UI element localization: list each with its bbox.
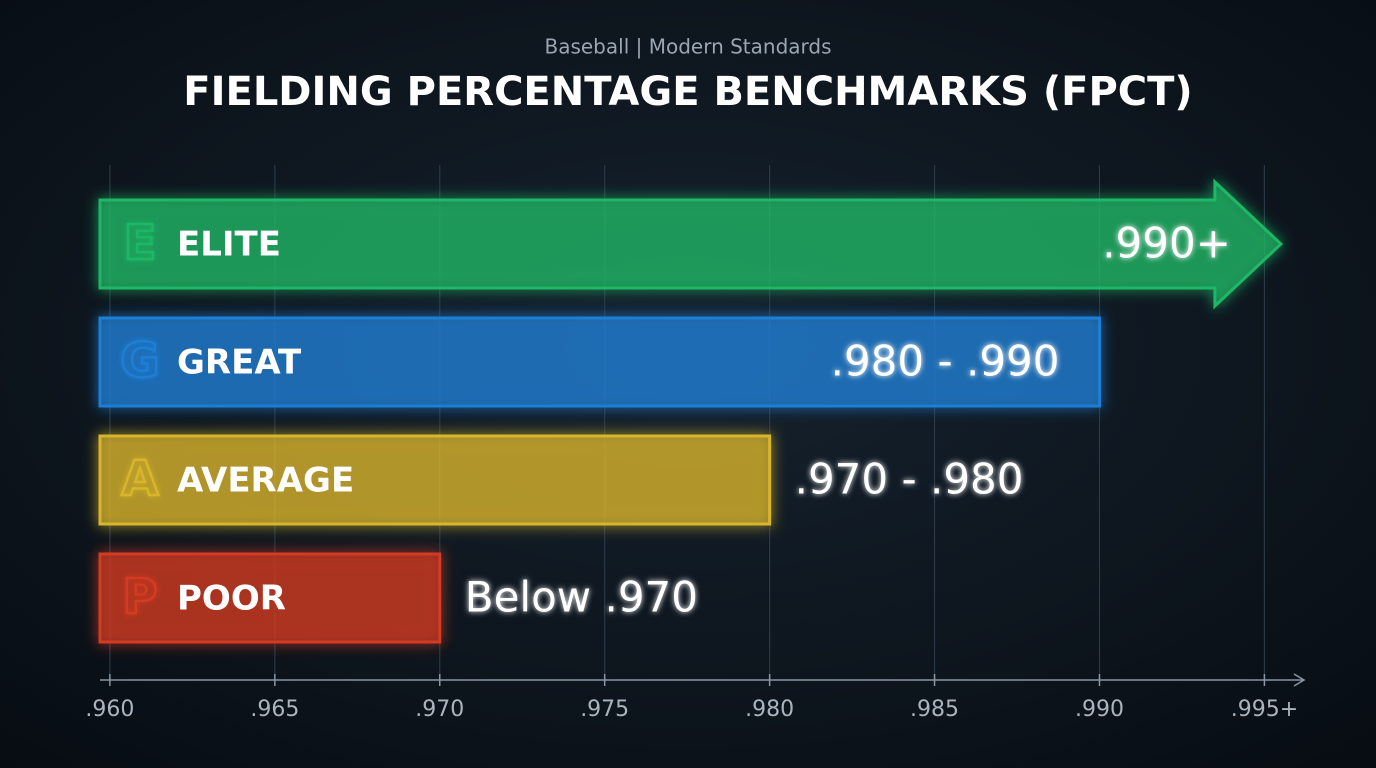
badge-letter: E: [124, 215, 157, 271]
category-label: ELITE: [177, 225, 281, 265]
bar: [98, 316, 1101, 408]
x-tick-label: .980: [745, 697, 794, 722]
x-axis-arrow: [1293, 673, 1306, 687]
category-label: POOR: [177, 579, 286, 619]
x-tick-label: .985: [910, 697, 959, 722]
badge-letter: G: [120, 333, 159, 389]
x-tick-label: .970: [415, 697, 464, 722]
category-label: AVERAGE: [177, 461, 354, 501]
bar: [98, 434, 772, 526]
x-tick-label: .960: [85, 697, 134, 722]
value-label: .990+: [1102, 219, 1231, 268]
value-label: .980 - .990: [831, 337, 1060, 386]
category-label: GREAT: [177, 343, 302, 383]
chart-title: FIELDING PERCENTAGE BENCHMARKS (FPCT): [183, 69, 1192, 115]
bar: [98, 552, 442, 644]
value-label: .970 - .980: [795, 455, 1024, 504]
x-tick-label: .975: [580, 697, 629, 722]
x-tick-label: .990: [1075, 697, 1124, 722]
badge-letter: A: [121, 451, 158, 507]
value-label: Below .970: [465, 573, 698, 622]
x-tick-label: .995+: [1231, 697, 1298, 722]
subtitle: Baseball | Modern Standards: [544, 35, 831, 59]
bar-arrow: [98, 178, 1284, 310]
x-tick-label: .965: [250, 697, 299, 722]
badge-letter: P: [122, 569, 157, 625]
